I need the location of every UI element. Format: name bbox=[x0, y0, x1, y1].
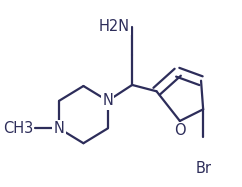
Text: N: N bbox=[54, 121, 65, 136]
Text: Br: Br bbox=[195, 161, 211, 176]
Text: O: O bbox=[174, 123, 186, 138]
Text: CH3: CH3 bbox=[3, 121, 33, 136]
Text: H2N: H2N bbox=[99, 19, 130, 34]
Text: N: N bbox=[102, 93, 113, 108]
